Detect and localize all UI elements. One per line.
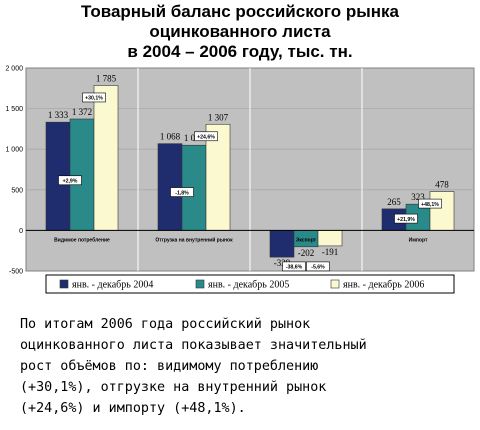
data-label: 478 xyxy=(435,180,449,190)
bar xyxy=(157,143,183,231)
data-label: -191 xyxy=(322,247,339,257)
description-line: По итогам 2006 года российский рынок xyxy=(20,317,311,332)
bar xyxy=(429,191,455,231)
data-label: 1 333 xyxy=(48,110,69,120)
chart-title-line: оцинкованного листа xyxy=(149,22,331,41)
chart-title-line: в 2004 – 2006 году, тыс. тн. xyxy=(127,42,353,61)
category-label: Видимое потребление xyxy=(54,236,110,243)
change-badge xyxy=(170,187,194,197)
description-line: рост объёмов по: видимому потреблению xyxy=(20,359,319,374)
description-text: По итогам 2006 года российский рынок оци… xyxy=(20,314,475,419)
chart-title-line: Товарный баланс российского рынка xyxy=(81,2,399,21)
change-label: +24,6% xyxy=(197,134,215,140)
legend-label: янв. - декабрь 2004 xyxy=(72,280,153,291)
bar xyxy=(317,230,343,247)
data-label: 1 785 xyxy=(96,73,117,83)
bar xyxy=(205,123,231,231)
category-label: Экспорт xyxy=(296,237,317,243)
category-label: Отгрузка на внутренний рынок xyxy=(155,236,233,243)
change-label: -5,6% xyxy=(311,265,325,271)
y-tick-label: -500 xyxy=(9,269,23,276)
chart-title: Товарный баланс российского рынка оцинко… xyxy=(0,2,480,62)
legend-swatch xyxy=(59,279,69,289)
legend-label: янв. - декабрь 2006 xyxy=(343,280,424,291)
change-badge xyxy=(394,213,418,224)
legend-swatch xyxy=(195,279,205,289)
change-badge xyxy=(58,175,82,186)
bar xyxy=(69,118,95,231)
change-badge xyxy=(282,261,306,272)
change-label: +48,1% xyxy=(421,202,439,208)
change-badge xyxy=(306,261,330,272)
data-label: 323 xyxy=(411,192,425,202)
y-tick-label: 2 000 xyxy=(5,66,23,73)
category-label: Импорт xyxy=(409,237,428,243)
y-tick-label: 500 xyxy=(11,187,23,194)
change-label: -1,8% xyxy=(175,190,189,196)
bar xyxy=(93,85,119,231)
change-badge xyxy=(194,131,218,142)
change-label: -38,6% xyxy=(286,265,303,271)
y-tick-label: 0 xyxy=(19,228,23,235)
data-label: 265 xyxy=(387,197,401,207)
description-line: оцинкованного листа показывает значитель… xyxy=(20,338,367,353)
legend-swatch xyxy=(330,279,340,289)
change-badge xyxy=(418,198,442,209)
description-line: (+30,1%), отгрузке на внутренний рынок xyxy=(20,380,327,395)
bar xyxy=(269,230,295,258)
legend xyxy=(45,274,455,294)
data-label: -202 xyxy=(298,248,315,258)
legend-label: янв. - декабрь 2005 xyxy=(208,280,289,291)
data-label: 1 372 xyxy=(72,107,92,117)
y-tick-label: 1 000 xyxy=(5,147,23,154)
description-line: (+24,6%) и импорту (+48,1%). xyxy=(20,401,246,416)
change-label: +30,1% xyxy=(85,96,103,102)
change-label: +2,9% xyxy=(63,178,78,184)
data-label: 1 307 xyxy=(208,112,229,122)
change-badge xyxy=(82,92,106,103)
y-tick-label: 1 500 xyxy=(5,106,23,113)
change-label: +21,9% xyxy=(397,217,415,223)
data-label: 1 068 xyxy=(160,132,181,142)
